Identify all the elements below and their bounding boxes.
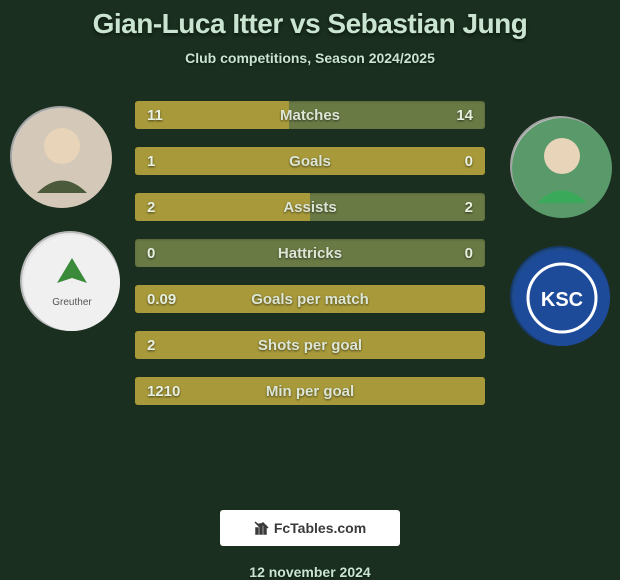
stat-row: 1Goals0: [135, 147, 485, 175]
stat-row: 1210Min per goal: [135, 377, 485, 405]
stat-bars: 11Matches141Goals02Assists20Hattricks00.…: [135, 101, 485, 423]
svg-text:Greuther: Greuther: [52, 297, 92, 308]
subtitle: Club competitions, Season 2024/2025: [185, 50, 435, 66]
stat-label: Goals per match: [135, 291, 485, 308]
stat-label: Hattricks: [135, 245, 485, 262]
stat-label: Matches: [135, 107, 485, 124]
chart-icon: [254, 520, 270, 536]
stat-row: 11Matches14: [135, 101, 485, 129]
page-title: Gian-Luca Itter vs Sebastian Jung: [93, 8, 528, 40]
svg-text:KSC: KSC: [541, 289, 583, 311]
stat-row: 2Shots per goal: [135, 331, 485, 359]
stat-label: Shots per goal: [135, 337, 485, 354]
stat-value-right: 0: [465, 153, 473, 170]
brand-text: FcTables.com: [274, 520, 366, 536]
date-label: 12 november 2024: [249, 564, 370, 580]
chart-area: Greuther KSC 11Matches141Goals02Assists2…: [0, 96, 620, 488]
stat-row: 0Hattricks0: [135, 239, 485, 267]
stat-value-right: 14: [456, 107, 473, 124]
comparison-card: Gian-Luca Itter vs Sebastian Jung Club c…: [0, 0, 620, 580]
player1-club-badge: Greuther: [20, 231, 120, 331]
stat-label: Min per goal: [135, 383, 485, 400]
stat-row: 0.09Goals per match: [135, 285, 485, 313]
player1-avatar: [10, 106, 110, 206]
stat-value-right: 0: [465, 245, 473, 262]
player2-avatar: [510, 116, 610, 216]
player2-club-badge: KSC: [510, 246, 610, 346]
stat-label: Goals: [135, 153, 485, 170]
stat-label: Assists: [135, 199, 485, 216]
brand-badge: FcTables.com: [220, 510, 400, 546]
stat-value-right: 2: [465, 199, 473, 216]
stat-row: 2Assists2: [135, 193, 485, 221]
